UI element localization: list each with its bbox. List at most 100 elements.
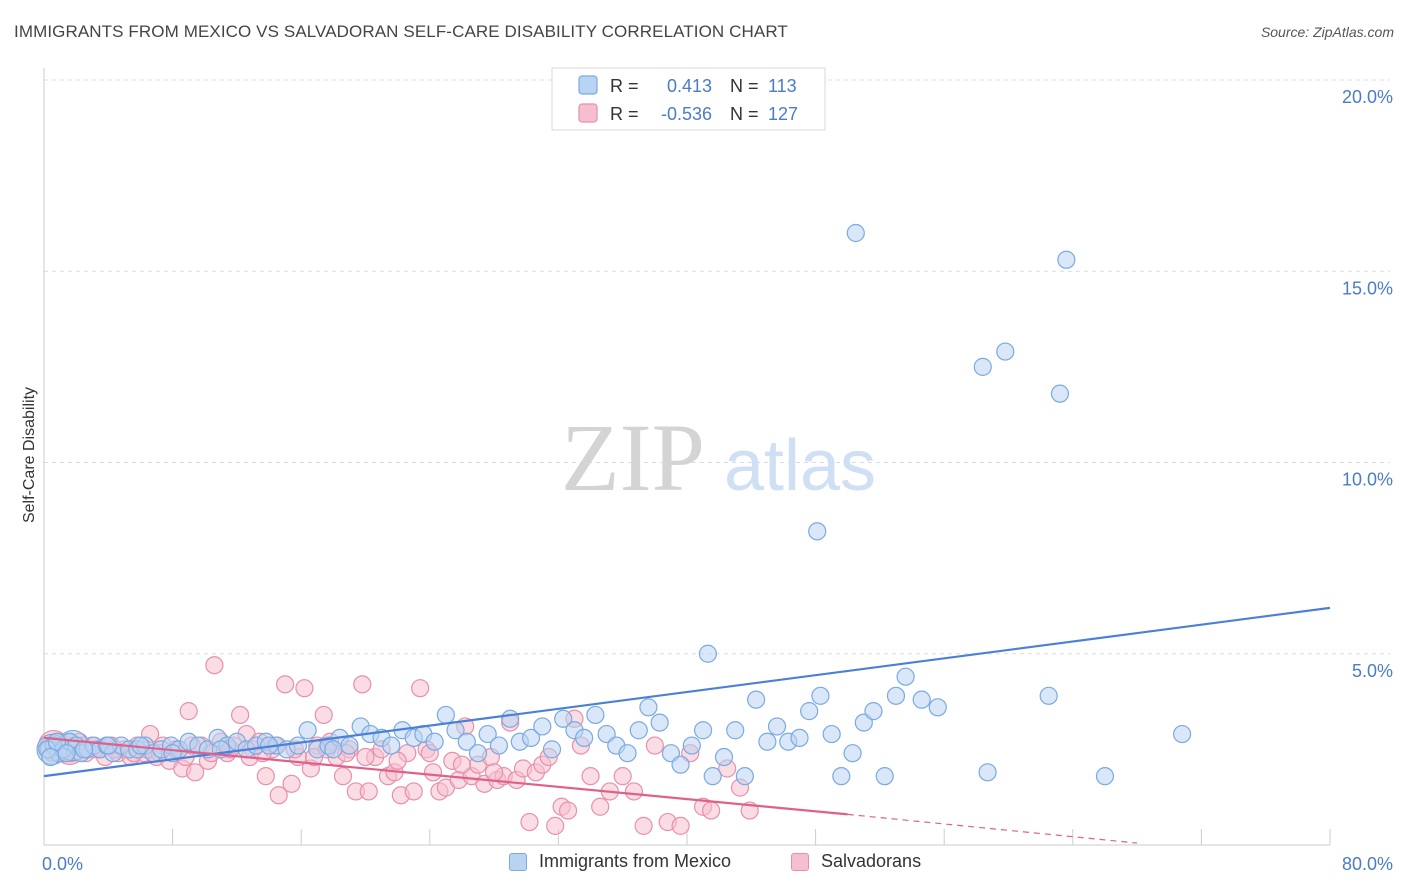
legend-n-label: N = (730, 104, 759, 124)
x-tick-label: 0.0% (42, 854, 83, 874)
legend-item-salvadorans[interactable]: Salvadorans (791, 851, 921, 872)
legend-n-value: 127 (768, 104, 798, 124)
legend-label: Immigrants from Mexico (539, 851, 732, 871)
pink-point (404, 782, 423, 801)
blue-point (912, 690, 931, 709)
blue-point (618, 744, 637, 763)
blue-point (288, 736, 308, 755)
pink-point (624, 782, 644, 801)
blue-point (1039, 686, 1058, 705)
pink-point (546, 816, 565, 835)
y-tick-label: 5.0% (1352, 661, 1393, 681)
blue-point (586, 705, 605, 725)
legend-r-label: R = (610, 104, 639, 124)
pink-point (485, 763, 504, 782)
blue-point (1050, 384, 1070, 403)
blue-point (340, 736, 359, 755)
tick-labels: 5.0% 10.0% 15.0% 20.0% 0.0% 80.0% (42, 87, 1393, 874)
blue-point (501, 709, 520, 728)
pink-point (388, 751, 407, 770)
y-axis-label: Self-Care Disability (21, 387, 38, 523)
legend-label: Salvadorans (821, 851, 922, 871)
blue-point (978, 763, 997, 782)
legend-r-value: -0.536 (661, 104, 712, 124)
chart-title: IMMIGRANTS FROM MEXICO VS SALVADORAN SEL… (14, 22, 788, 41)
axes (43, 68, 1331, 846)
pink-point (591, 797, 610, 816)
legend-item-immigrants-from-mexico[interactable]: Immigrants from Mexico (509, 851, 731, 872)
blue-point (382, 736, 401, 755)
blue-point (457, 732, 476, 751)
bottom-legend: Immigrants from Mexico Salvadorans (0, 851, 1406, 881)
blue-point (554, 709, 573, 728)
legend-r-value: 0.413 (667, 76, 712, 96)
pink-point (353, 675, 372, 694)
blue-point (800, 702, 819, 721)
blue-point (682, 736, 701, 755)
blue-point (790, 728, 809, 748)
y-tick-label: 20.0% (1342, 87, 1393, 107)
pink-point (645, 736, 664, 755)
watermark-zip: ZIP (561, 404, 705, 511)
blue-point (533, 717, 552, 736)
blue-point (324, 740, 343, 759)
legend-r-label: R = (610, 76, 639, 96)
legend-n-label: N = (730, 76, 759, 96)
pink-point (356, 747, 375, 767)
blue-point (843, 744, 862, 763)
x-tick-label: 80.0% (1342, 854, 1393, 874)
pink-point (359, 782, 378, 801)
legend-swatch-pink (791, 852, 809, 871)
watermark-atlas: atlas (724, 426, 876, 506)
pink-point (231, 705, 250, 725)
pink-point (179, 702, 198, 721)
pink-point (581, 767, 600, 786)
blue-point (693, 721, 713, 740)
pink-point (295, 679, 314, 698)
pink-point (314, 705, 333, 725)
blue-point (75, 740, 94, 759)
blue-point (703, 767, 722, 786)
pink-point (186, 763, 205, 782)
legend-n-value: 113 (768, 76, 797, 96)
blue-point (650, 713, 669, 732)
blue-point (758, 732, 777, 751)
blue-point (846, 223, 865, 243)
blue-point (996, 342, 1015, 361)
blue-point (57, 744, 76, 763)
pink-point (520, 812, 539, 832)
trendline-immigrants-from-mexico (43, 606, 1331, 778)
blue-point (864, 702, 883, 721)
stats-legend: R = 0.413 N = 113 R = -0.536 N = 127 (551, 67, 826, 131)
pink-point (333, 767, 353, 786)
pink-point (282, 774, 301, 793)
trendline-salvadorans (43, 736, 848, 816)
blue-point (714, 747, 734, 767)
trendline-salvadorans-extension (847, 813, 1138, 844)
grid-lines (44, 79, 1390, 655)
pink-point (452, 755, 472, 774)
pink-point (671, 816, 690, 835)
blue-point (1173, 724, 1192, 744)
pink-point (269, 786, 288, 805)
blue-point (928, 698, 947, 717)
pink-point (558, 801, 578, 820)
blue-point (1057, 250, 1076, 269)
pink-point (256, 767, 275, 786)
blue-point (425, 732, 444, 751)
y-tick-label: 10.0% (1342, 470, 1393, 490)
source-credit: Source: ZipAtlas.com (1260, 24, 1394, 40)
pink-point (423, 763, 443, 782)
watermark: ZIP atlas (561, 404, 876, 511)
pink-point (205, 656, 224, 675)
blue-point (1095, 767, 1115, 786)
blue-point (521, 728, 541, 748)
blue-point (767, 717, 787, 736)
blue-point (896, 667, 915, 686)
pink-point (634, 816, 653, 835)
blue-point (489, 736, 509, 755)
blue-point (639, 698, 658, 717)
blue-point (811, 686, 830, 705)
trendlines (43, 606, 1331, 844)
